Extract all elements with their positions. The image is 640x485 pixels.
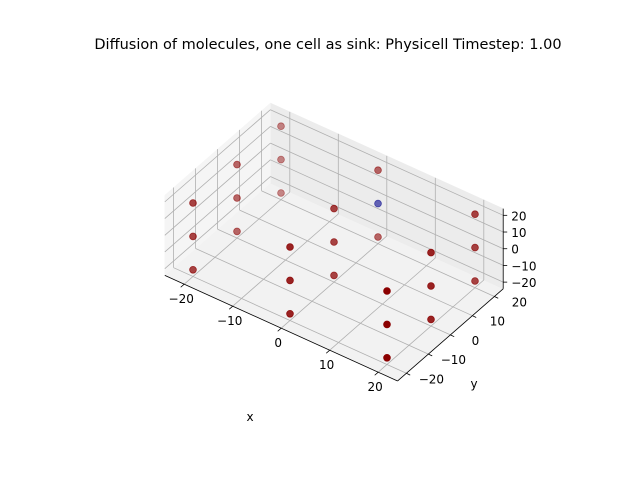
x-tick: [277, 327, 282, 332]
x-tick-label: 20: [368, 380, 383, 394]
cell-point: [383, 353, 391, 362]
x-axis-label: x: [246, 410, 253, 424]
grid-line-z-side: [164, 176, 271, 269]
cell-point: [330, 204, 338, 213]
x-tick-label: 10: [319, 358, 334, 372]
cell-point: [330, 271, 338, 280]
y-tick-label: 10: [490, 315, 505, 329]
y-tick-label: −10: [441, 353, 466, 367]
grid-lines: [164, 109, 504, 374]
grid-line-z-side: [164, 126, 271, 219]
cell-point: [383, 287, 391, 295]
grid-line-z-side: [164, 159, 271, 253]
grid-line-y-floor: [261, 190, 495, 297]
y-tick: [494, 296, 499, 299]
y-tick: [450, 334, 455, 338]
grid-line-z-back: [270, 159, 504, 266]
grid-line-y-floor: [173, 267, 407, 374]
x-tick-label: 0: [274, 336, 282, 350]
z-tick-label: 10: [511, 226, 526, 240]
cell-point: [374, 233, 382, 241]
grid-line-z-back: [270, 109, 504, 216]
x-axis-line: [164, 274, 398, 382]
x-tick: [180, 283, 185, 288]
z-tick-label: −20: [511, 276, 536, 290]
z-tick-label: 20: [511, 209, 526, 223]
y-axis-label: y: [470, 377, 477, 391]
cell-point: [427, 282, 435, 290]
x-tick: [374, 371, 379, 376]
cell-point: [189, 265, 197, 274]
cell-point: [383, 320, 391, 329]
y-tick: [428, 353, 433, 357]
grid-line-z-back: [270, 142, 504, 250]
cell-point: [233, 194, 241, 202]
grid-line-z-back: [270, 126, 504, 233]
cell-point: [471, 210, 479, 219]
cell-point: [374, 166, 382, 175]
cell-point: [286, 276, 294, 285]
cell-point: [189, 232, 197, 241]
cell-point: [189, 199, 197, 207]
z-tick-label: −10: [511, 259, 536, 273]
y-tick-label: −20: [419, 372, 444, 386]
cell-point: [277, 122, 285, 130]
cell-point: [286, 243, 294, 251]
cell-point: [427, 315, 435, 324]
y-tick-label: 0: [472, 334, 480, 348]
y-tick: [406, 372, 411, 376]
cell-point: [277, 189, 285, 197]
cell-point: [277, 155, 285, 164]
grid-line-z-back: [270, 176, 504, 283]
grid-line-z-side: [164, 142, 271, 236]
cell-point: [233, 227, 241, 236]
y-tick-label: 20: [512, 295, 527, 309]
grid-line-z-side: [164, 109, 271, 203]
cell-point: [286, 309, 294, 318]
x-tick: [228, 305, 233, 310]
x-tick-label: −10: [217, 314, 242, 328]
chart-title: Diffusion of molecules, one cell as sink…: [94, 37, 561, 53]
sink-cell-point: [374, 199, 382, 208]
y-tick: [472, 315, 477, 318]
x-tick-label: −20: [169, 292, 194, 306]
grid-line-y-floor: [217, 228, 451, 336]
cell-point: [471, 277, 479, 285]
x-tick: [325, 349, 330, 354]
cell-point: [330, 238, 338, 246]
grid-line-y-floor: [239, 209, 473, 317]
grid-line-y-floor: [195, 248, 429, 355]
z-tick-label: 0: [511, 243, 519, 257]
cell-point: [233, 160, 241, 169]
cell-point: [471, 243, 479, 252]
cell-point: [427, 248, 435, 257]
data-points: [189, 122, 479, 362]
axes: −20 −10 0 10 20 −20 −10 0 10 20 −20 −10 0 10 20: [164, 208, 537, 394]
